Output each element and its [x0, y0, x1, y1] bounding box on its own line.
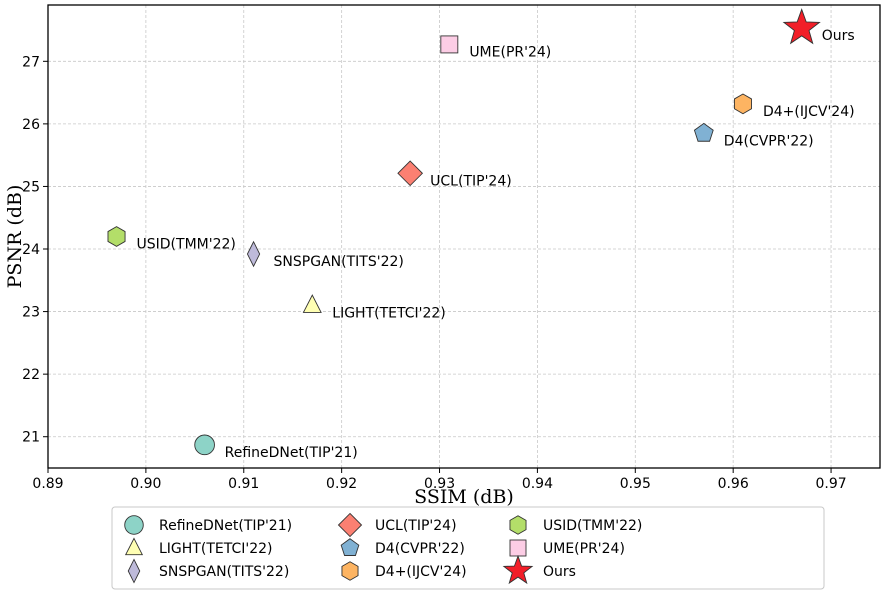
y-tick-label: 24 [22, 242, 40, 258]
grid-lines [48, 5, 880, 468]
x-axis-label: SSIM (dB) [414, 486, 514, 508]
y-tick-label: 25 [22, 179, 40, 195]
legend-label: LIGHT(TETCI'22) [159, 541, 272, 557]
point-labels: RefineDNet(TIP'21) LIGHT(TETCI'22) SNSPGAN… [137, 28, 855, 461]
legend-label: RefineDNet(TIP'21) [159, 518, 292, 534]
legend-label: UCL(TIP'24) [375, 518, 457, 534]
data-label: LIGHT(TETCI'22) [332, 305, 445, 321]
legend-marker [341, 561, 359, 581]
data-point [733, 93, 752, 115]
data-label: D4+(IJCV'24) [763, 104, 855, 120]
data-point [440, 35, 459, 54]
data-label: UCL(TIP'24) [430, 173, 512, 189]
legend: RefineDNet(TIP'21) LIGHT(TETCI'22) SNSPGAN… [111, 506, 825, 590]
y-tick-label: 21 [22, 430, 40, 446]
x-tick-label: 0.89 [32, 476, 63, 492]
legend-marker [337, 512, 363, 538]
x-tick-label: 0.91 [228, 476, 259, 492]
data-point [194, 434, 215, 456]
legend-label: USID(TMM'22) [543, 518, 642, 534]
data-label: SNSPGAN(TITS'22) [274, 254, 404, 270]
y-axis-label: PSNR (dB) [4, 185, 26, 289]
legend-label: D4+(IJCV'24) [375, 564, 467, 580]
data-label: UME(PR'24) [469, 44, 551, 60]
data-point [107, 226, 126, 247]
legend-marker [509, 539, 527, 557]
legend-marker [124, 515, 144, 535]
x-tick-label: 0.92 [326, 476, 357, 492]
legend-marker [509, 515, 527, 535]
data-point [397, 160, 424, 187]
y-tick-label: 23 [22, 305, 40, 321]
data-point [693, 122, 714, 142]
x-axis-ticks: 0.89 0.90 0.91 0.92 0.93 0.94 0.95 0.96 0.97 [32, 468, 847, 492]
data-label: Ours [822, 28, 855, 44]
plot-frame [47, 4, 881, 469]
legend-frame [111, 506, 825, 590]
y-tick-label: 22 [22, 367, 40, 383]
data-point [246, 240, 261, 268]
legend-marker [124, 537, 144, 556]
data-label: USID(TMM'22) [137, 237, 236, 253]
legend-label: SNSPGAN(TITS'22) [159, 564, 289, 580]
y-axis-ticks: 21 22 23 24 25 26 27 [22, 54, 48, 446]
x-tick-label: 0.94 [522, 476, 553, 492]
legend-marker [340, 538, 360, 556]
legend-label: Ours [543, 564, 576, 580]
x-tick-label: 0.95 [620, 476, 651, 492]
legend-marker [502, 554, 534, 585]
x-tick-label: 0.97 [815, 476, 846, 492]
data-points [107, 8, 821, 456]
legend-label: D4(CVPR'22) [375, 541, 465, 557]
x-tick-label: 0.96 [718, 476, 749, 492]
legend-marker [127, 558, 141, 584]
legend-label: UME(PR'24) [543, 541, 625, 557]
data-point [302, 294, 322, 313]
x-tick-label: 0.90 [130, 476, 161, 492]
data-label: D4(CVPR'22) [724, 133, 814, 149]
data-point [782, 8, 821, 45]
y-tick-label: 26 [22, 117, 40, 133]
data-label: RefineDNet(TIP'21) [225, 445, 358, 461]
x-tick-label: 0.93 [424, 476, 455, 492]
y-tick-label: 27 [22, 54, 40, 70]
